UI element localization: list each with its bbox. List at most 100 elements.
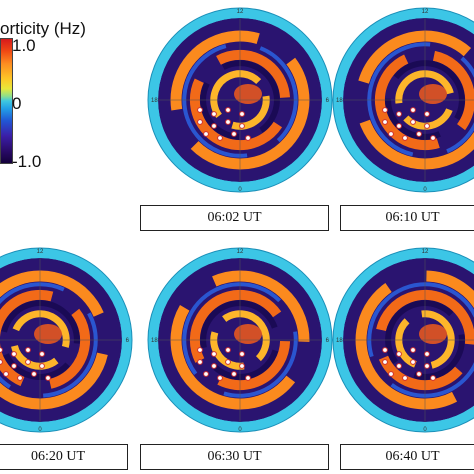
station-marker: [225, 359, 231, 365]
station-marker: [430, 375, 436, 381]
station-marker: [0, 359, 3, 365]
station-marker: [245, 135, 251, 141]
vorticity-band: [385, 60, 465, 140]
dial-label: 12: [422, 249, 429, 255]
dial-label: 12: [237, 249, 244, 255]
time-label-box: 06:30 UT: [140, 444, 329, 470]
station-marker: [396, 363, 402, 369]
time-label-box: 06:40 UT: [340, 444, 474, 470]
station-marker: [25, 359, 31, 365]
station-marker: [211, 363, 217, 369]
dial-label: 12: [37, 249, 44, 255]
station-marker: [203, 371, 209, 377]
station-marker: [225, 347, 231, 353]
station-marker: [382, 347, 388, 353]
station-marker: [424, 111, 430, 117]
time-label-box: 06:10 UT: [340, 205, 474, 231]
station-marker: [410, 107, 416, 113]
station-marker: [396, 351, 402, 357]
vorticity-band: [374, 289, 474, 391]
vorticity-band: [0, 289, 91, 391]
vorticity-band: [395, 70, 455, 130]
dial-label: 0: [423, 427, 427, 433]
station-marker: [239, 123, 245, 129]
station-marker: [217, 375, 223, 381]
dial-label: 6: [126, 338, 130, 344]
station-marker: [197, 347, 203, 353]
colorbar: [0, 38, 13, 164]
station-marker: [197, 359, 203, 365]
station-marker: [25, 347, 31, 353]
colorbar-tick-zero: 0: [12, 94, 22, 113]
dial-label: 0: [423, 187, 427, 193]
station-marker: [430, 135, 436, 141]
station-marker: [197, 107, 203, 113]
vorticity-band: [0, 300, 80, 380]
time-label: 06:40 UT: [385, 449, 440, 464]
vorticity-band: [0, 270, 110, 410]
station-marker: [39, 363, 45, 369]
station-marker: [410, 347, 416, 353]
vorticity-band: [367, 42, 474, 158]
station-marker: [3, 371, 9, 377]
time-label-box: 06:02 UT: [140, 205, 329, 231]
station-marker: [410, 119, 416, 125]
vorticity-band: [210, 310, 270, 370]
colorbar-title: orticity (Hz): [0, 19, 86, 38]
vorticity-band: [170, 30, 310, 170]
station-marker: [211, 111, 217, 117]
station-marker: [424, 351, 430, 357]
dial-label: 12: [422, 9, 429, 15]
station-marker: [0, 347, 3, 353]
station-marker: [211, 123, 217, 129]
colorbar-tick-max: 1.0: [12, 36, 36, 55]
time-label: 06:02 UT: [207, 210, 262, 225]
station-marker: [424, 363, 430, 369]
station-marker: [203, 131, 209, 137]
dial-label: 6: [326, 98, 330, 104]
station-marker: [396, 123, 402, 129]
station-marker: [382, 119, 388, 125]
vorticity-band: [395, 310, 455, 370]
station-marker: [402, 135, 408, 141]
dial-label: 12: [237, 9, 244, 15]
station-marker: [239, 351, 245, 357]
dial-label: 0: [38, 427, 42, 433]
vorticity-band: [189, 289, 291, 391]
station-marker: [239, 363, 245, 369]
station-marker: [31, 371, 37, 377]
station-marker: [217, 135, 223, 141]
time-label: 06:20 UT: [30, 449, 86, 464]
dial-label: 6: [326, 338, 330, 344]
dial-label: 18: [336, 98, 343, 104]
station-marker: [388, 371, 394, 377]
vorticity-band: [200, 60, 280, 140]
station-marker: [410, 359, 416, 365]
vorticity-band: [200, 300, 280, 380]
vorticity-band: [182, 282, 298, 398]
station-marker: [225, 107, 231, 113]
time-label: 06:10 UT: [385, 210, 440, 225]
dial-label: 18: [336, 338, 343, 344]
station-marker: [211, 351, 217, 357]
station-marker: [416, 131, 422, 137]
time-label: 06:30 UT: [207, 449, 262, 464]
station-marker: [382, 359, 388, 365]
station-marker: [17, 375, 23, 381]
station-marker: [11, 351, 17, 357]
vorticity-band: [367, 282, 474, 398]
vorticity-band: [374, 49, 474, 151]
dial-label: 18: [151, 338, 158, 344]
station-marker: [388, 131, 394, 137]
station-marker: [231, 371, 237, 377]
time-label-box: 06:20 UT: [0, 444, 128, 470]
vorticity-band: [385, 300, 465, 380]
station-marker: [11, 363, 17, 369]
station-marker: [416, 371, 422, 377]
